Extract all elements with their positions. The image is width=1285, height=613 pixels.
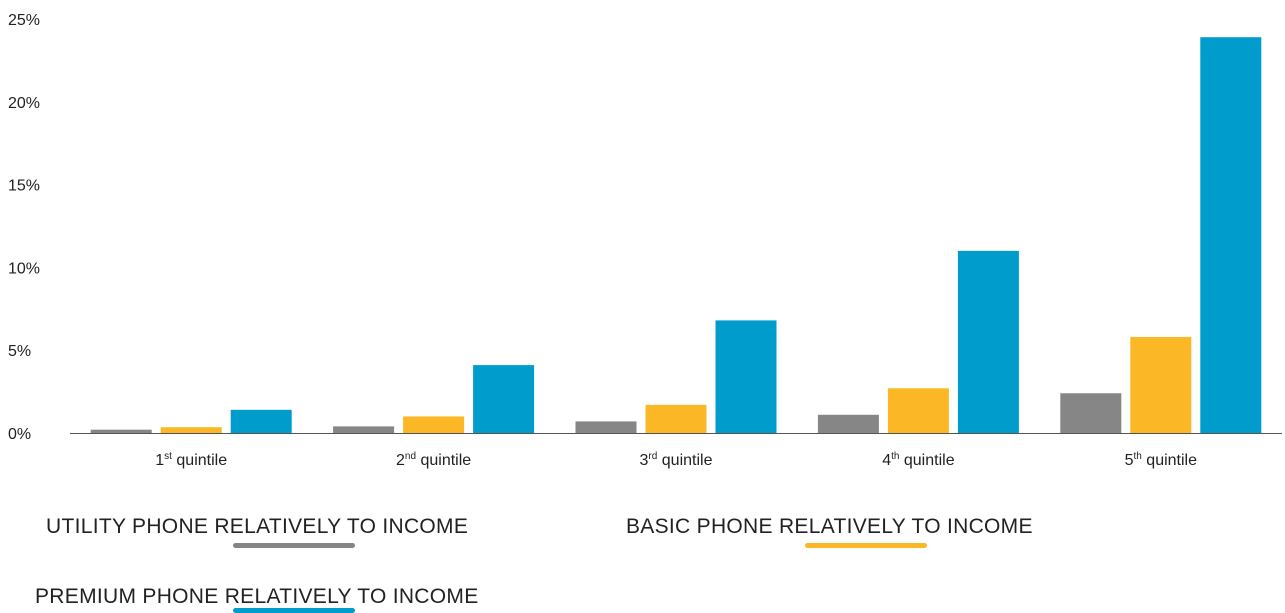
bar-premium bbox=[230, 409, 292, 433]
y-tick-label: 25% bbox=[8, 12, 40, 29]
x-tick-label: 4th quintile bbox=[882, 451, 955, 469]
legend-swatch-premium bbox=[233, 608, 355, 613]
bar-basic bbox=[1130, 336, 1192, 433]
bars bbox=[90, 37, 1262, 433]
bar-premium bbox=[715, 320, 777, 433]
legend-label: PREMIUM PHONE RELATIVELY TO INCOME bbox=[35, 585, 479, 608]
legend-item-utility: UTILITY PHONE RELATIVELY TO INCOME bbox=[46, 515, 468, 539]
bar-utility bbox=[90, 429, 152, 433]
x-tick-label: 2nd quintile bbox=[396, 451, 471, 469]
legend-swatch-basic bbox=[805, 543, 927, 548]
x-axis: 1st quintile 2nd quintile 3rd quintile 4th … bbox=[155, 451, 1197, 469]
x-tick-label: 3rd quintile bbox=[640, 451, 713, 469]
y-tick-label: 20% bbox=[8, 95, 40, 112]
bar-basic bbox=[403, 416, 465, 433]
y-tick-label: 0% bbox=[8, 426, 31, 443]
bar-utility bbox=[817, 414, 879, 433]
y-tick-label: 5% bbox=[8, 343, 31, 360]
bar-basic bbox=[160, 427, 222, 433]
y-tick-label: 10% bbox=[8, 260, 40, 277]
bar-utility bbox=[333, 426, 395, 433]
x-tick-label: 1st quintile bbox=[155, 451, 227, 469]
bar-basic bbox=[887, 388, 949, 433]
bar-premium bbox=[957, 250, 1019, 433]
bar-premium bbox=[473, 365, 535, 433]
bar-basic bbox=[645, 404, 707, 433]
legend-label: UTILITY PHONE RELATIVELY TO INCOME bbox=[46, 515, 469, 538]
legend-label: BASIC PHONE RELATIVELY TO INCOME bbox=[626, 515, 1033, 538]
x-tick-label: 5th quintile bbox=[1125, 451, 1198, 469]
bar-utility bbox=[575, 421, 637, 433]
y-axis: 0% 5% 10% 15% 20% 25% bbox=[8, 12, 40, 443]
y-tick-label: 15% bbox=[8, 178, 40, 195]
bar-utility bbox=[1060, 393, 1122, 433]
legend-swatch-utility bbox=[233, 543, 355, 548]
legend-item-premium: PREMIUM PHONE RELATIVELY TO INCOME bbox=[35, 585, 479, 609]
legend-item-basic: BASIC PHONE RELATIVELY TO INCOME bbox=[626, 515, 1033, 539]
bar-premium bbox=[1200, 37, 1262, 433]
